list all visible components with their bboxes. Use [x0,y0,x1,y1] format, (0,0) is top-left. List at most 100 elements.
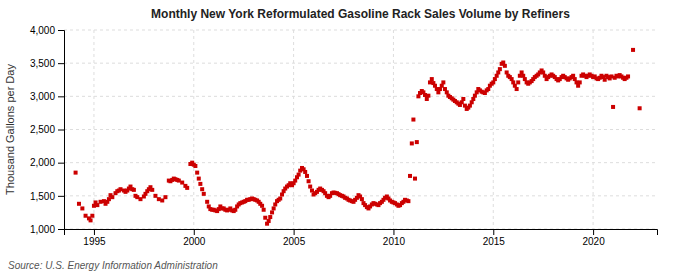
point [441,80,445,84]
tick-mark [194,229,195,235]
tick-label: 1,500 [30,191,55,202]
point [193,164,197,168]
point [498,67,502,71]
chart-container: 1995 2000 2005 2010 2015 2020 1,000 1,500 2,000 2… [0,0,675,275]
point [578,80,582,84]
tick-mark [58,130,64,131]
point [268,215,272,219]
point [430,77,434,81]
tick-mark [58,196,64,197]
point [262,208,266,212]
tick: 2,500 [30,124,64,135]
points [74,48,642,226]
point [90,214,94,218]
point [185,186,189,190]
tick-mark [58,96,64,97]
tick-mark [393,229,394,235]
point [305,174,309,178]
tick-mark [58,229,64,230]
tick-label: 1,000 [30,224,55,235]
point [515,87,519,91]
point [308,185,312,189]
point [272,206,276,210]
grid-line [193,30,194,229]
point [260,204,264,208]
point [516,80,520,84]
tick-mark [58,30,64,31]
point [611,105,615,109]
point [303,170,307,174]
tick-label: 2010 [383,236,406,247]
tick-label: 1995 [83,236,106,247]
point [360,197,364,201]
tick: 2010 [383,229,406,247]
point [197,177,201,181]
grid-line [64,63,657,64]
point [406,199,410,203]
tick: 1,000 [30,224,64,235]
tick: 2015 [483,229,506,247]
point [638,106,642,110]
point [408,174,412,178]
point [163,195,167,199]
point [631,48,635,52]
grid-line [64,96,657,97]
y-axis-line [58,31,65,230]
tick-label: 3,000 [30,91,55,102]
grid [64,30,657,229]
chart: 1995 2000 2005 2010 2015 2020 1,000 1,500 2,000 2… [0,0,675,275]
point [307,179,311,183]
grid-line [293,30,294,229]
grid-line [64,162,657,163]
point [80,206,84,210]
point [200,187,204,191]
tick-mark [493,229,494,235]
tick: 3,500 [30,58,64,69]
tick-label: 4,000 [30,25,55,36]
tick: 2020 [582,229,605,247]
grid-line [64,129,657,130]
tick: 3,000 [30,91,64,102]
grid-line [93,30,94,229]
point [132,188,136,192]
tick: 1995 [83,229,106,247]
tick: 2000 [183,229,206,247]
point [198,182,202,186]
point [297,173,301,177]
point [110,195,114,199]
y-axis: 1,000 1,500 2,000 2,500 3,000 3,500 4,000 [30,25,65,235]
tick-mark [58,163,64,164]
point [270,210,274,214]
tick: 4,000 [30,25,64,36]
tick-label: 2005 [283,236,306,247]
x-axis-line [65,230,658,236]
point [205,200,209,204]
grid-line [593,30,594,229]
point [150,188,154,192]
point [413,177,417,181]
point [626,74,630,78]
tick: 1,500 [30,191,64,202]
tick-mark [294,229,295,235]
tick-label: 2,000 [30,157,55,168]
point [410,141,414,145]
point [503,64,507,68]
tick-label: 2015 [483,236,506,247]
tick: 2005 [283,229,306,247]
point [415,140,419,144]
point [278,196,282,200]
grid-line [64,30,657,31]
point [267,219,271,223]
point [89,218,93,222]
tick-mark [58,63,64,64]
grid-line [493,30,494,229]
tick-mark [94,229,95,235]
tick-label: 3,500 [30,58,55,69]
point [426,94,430,98]
tick-label: 2000 [183,236,206,247]
y-axis-title: Thousand Gallons per Day [4,64,16,195]
tick-label: 2,500 [30,124,55,135]
point [77,202,81,206]
point [411,118,415,122]
x-axis: 1995 2000 2005 2010 2015 2020 [65,229,658,247]
